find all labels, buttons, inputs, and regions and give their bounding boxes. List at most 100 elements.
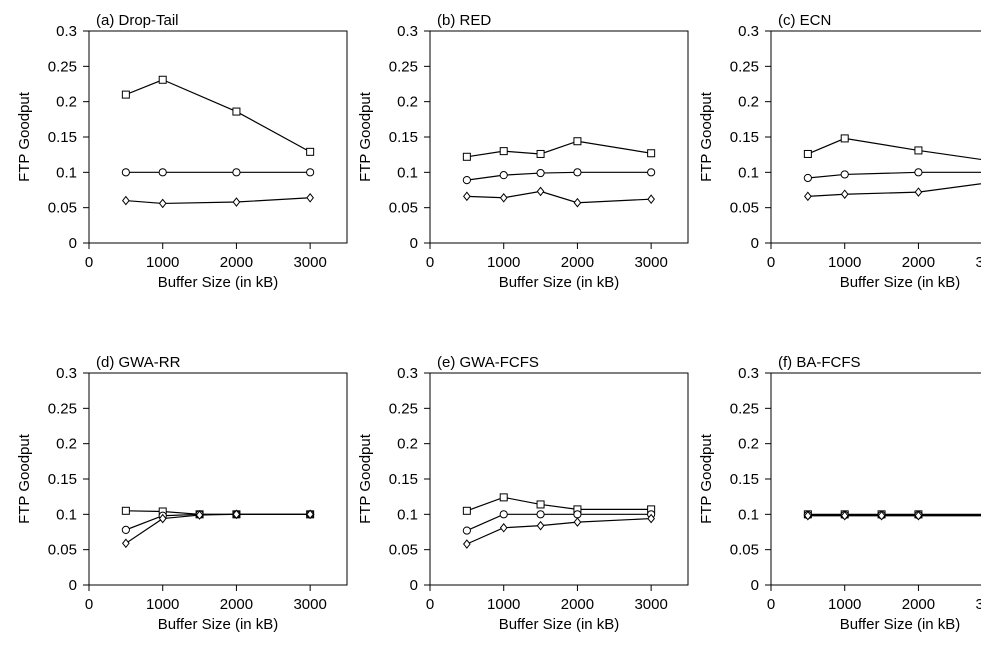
y-axis-label: FTP Goodput <box>698 91 715 182</box>
x-axis-label: Buffer Size (in kB) <box>499 274 620 291</box>
series-line <box>466 171 652 181</box>
y-tick-label: 0.05 <box>389 200 418 217</box>
data-point <box>804 191 812 202</box>
data-point <box>121 525 130 534</box>
data-point <box>232 197 241 207</box>
x-tick-label: 1000 <box>487 596 520 613</box>
series-diamond <box>804 183 981 202</box>
data-point <box>914 187 923 197</box>
x-axis-label: Buffer Size (in kB) <box>499 616 620 633</box>
data-point <box>462 526 471 535</box>
x-tick-label: 0 <box>767 596 775 613</box>
data-point <box>840 189 849 200</box>
data-point <box>499 147 508 156</box>
data-point <box>914 510 923 521</box>
series-diamond <box>804 510 981 521</box>
x-tick-label: 3000 <box>293 254 326 271</box>
y-tick-label: 0 <box>69 577 77 594</box>
y-tick-label: 0.25 <box>389 400 418 417</box>
x-tick-label: 1000 <box>487 254 520 271</box>
y-tick-label: 0.3 <box>738 23 759 40</box>
series-diamond <box>122 509 314 549</box>
data-point <box>573 517 582 527</box>
y-tick-label: 0.2 <box>56 436 77 453</box>
data-point <box>647 149 656 158</box>
data-point <box>877 510 886 521</box>
data-point <box>536 510 545 519</box>
y-axis-label: FTP Goodput <box>16 433 33 524</box>
panel-c: (c) ECN 0 0.05 0.1 0.15 0.2 0.25 0.3 0 1000 2000 30… <box>698 12 981 291</box>
plot-frame <box>770 30 981 244</box>
plot-frame <box>429 30 689 244</box>
y-tick-label: 0.15 <box>48 471 77 488</box>
x-tick-label: 0 <box>85 254 93 271</box>
data-point <box>195 510 204 520</box>
y-tick-label: 0.05 <box>730 200 759 217</box>
x-tick-label: 2000 <box>561 254 594 271</box>
data-point <box>306 147 315 156</box>
data-point <box>122 538 130 549</box>
data-point <box>158 513 167 524</box>
panel-a: (a) Drop-Tail 0 0.05 0.1 0.15 0.2 0.25 0.3 0 1000… <box>16 12 348 291</box>
x-tick-label: 2000 <box>902 596 935 613</box>
x-tick-label: 1000 <box>828 254 861 271</box>
data-point <box>158 198 167 209</box>
series-line <box>807 171 981 179</box>
x-tick-label: 0 <box>426 596 434 613</box>
x-tick-label: 0 <box>426 254 434 271</box>
x-tick-label: 0 <box>85 596 93 613</box>
series-diamond <box>463 186 655 208</box>
panel-title: (e) GWA-FCFS <box>437 354 539 371</box>
y-tick-label: 0.3 <box>56 365 77 382</box>
data-point <box>306 168 315 177</box>
data-point <box>840 134 849 143</box>
y-axis-label: FTP Goodput <box>698 433 715 524</box>
y-tick-label: 0.3 <box>738 365 759 382</box>
y-tick-label: 0 <box>410 577 418 594</box>
x-tick-label: 3000 <box>293 596 326 613</box>
data-point <box>573 197 582 208</box>
data-point <box>536 500 545 509</box>
x-axis-label: Buffer Size (in kB) <box>840 616 961 633</box>
y-tick-label: 0.25 <box>389 58 418 75</box>
series-circle <box>462 168 656 185</box>
x-axis-label: Buffer Size (in kB) <box>158 616 279 633</box>
series-line <box>466 513 652 532</box>
y-tick-label: 0.25 <box>730 400 759 417</box>
data-point <box>306 509 314 520</box>
data-point <box>803 173 812 183</box>
data-point <box>121 90 130 99</box>
data-point <box>914 168 923 177</box>
y-tick-label: 0.15 <box>48 129 77 146</box>
y-tick-label: 0 <box>751 577 759 594</box>
panel-title: (f) BA-FCFS <box>778 354 861 371</box>
data-point <box>647 194 655 204</box>
data-point <box>499 510 508 519</box>
x-tick-label: 2000 <box>220 596 253 613</box>
data-point <box>647 168 656 177</box>
x-tick-label: 2000 <box>220 254 253 271</box>
x-tick-label: 2000 <box>902 254 935 271</box>
series-line <box>807 183 981 197</box>
data-point <box>573 168 582 177</box>
y-tick-label: 0.2 <box>56 94 77 111</box>
data-point <box>804 510 812 521</box>
x-tick-label: 0 <box>767 254 775 271</box>
y-tick-label: 0.2 <box>397 94 418 111</box>
data-point <box>232 168 241 177</box>
y-tick-label: 0.25 <box>48 58 77 75</box>
series-circle <box>121 168 315 177</box>
x-tick-label: 3000 <box>634 254 667 271</box>
data-point <box>499 171 508 180</box>
series-circle <box>803 510 981 520</box>
data-point <box>499 522 508 533</box>
y-axis-label: FTP Goodput <box>357 433 374 524</box>
series-square <box>121 506 315 519</box>
data-point <box>914 146 923 155</box>
x-tick-label: 1000 <box>146 596 179 613</box>
data-point <box>462 176 471 185</box>
series-line <box>466 140 652 158</box>
data-point <box>840 510 849 521</box>
